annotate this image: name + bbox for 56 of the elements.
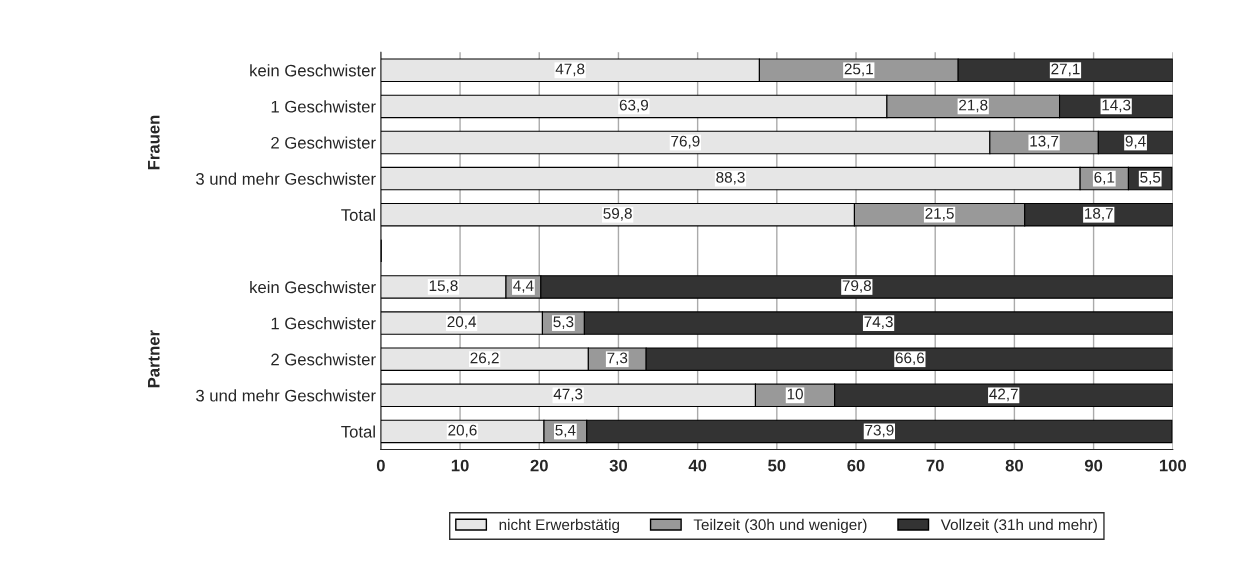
data-label: 10 xyxy=(787,388,803,400)
x-tick-label: 20 xyxy=(530,459,548,472)
y-tick-label: 2 Geschwister xyxy=(271,136,376,149)
y-tick-label: 1 Geschwister xyxy=(271,100,376,113)
text: Partner xyxy=(148,330,160,388)
x-tick-label: 0 xyxy=(376,459,385,472)
data-label: 15,8 xyxy=(429,280,458,293)
data-label: 4,4 xyxy=(513,280,534,293)
data-label: 5,3 xyxy=(553,316,574,329)
data-label: 21,5 xyxy=(925,208,954,221)
data-label: 73,9 xyxy=(865,424,894,438)
y-tick-label: 3 und mehr Geschwister xyxy=(196,389,376,402)
data-label: 27,1 xyxy=(1051,63,1080,77)
data-label: 66,6 xyxy=(895,352,925,366)
data-label: 5,5 xyxy=(1140,172,1161,185)
data-label: 20,6 xyxy=(448,424,477,438)
data-label: 63,9 xyxy=(619,99,649,113)
y-tick-label: 1 Geschwister xyxy=(271,317,376,330)
y-tick-label: kein Geschwister xyxy=(250,280,376,294)
text: Frauen xyxy=(148,115,160,170)
data-label: 6,1 xyxy=(1094,171,1115,185)
y-tick-label: kein Geschwister xyxy=(250,64,376,77)
y-tick-label: 3 und mehr Geschwister xyxy=(196,172,376,185)
data-label: 47,8 xyxy=(555,63,585,77)
x-tick-label: 10 xyxy=(451,459,469,472)
data-label: 21,8 xyxy=(959,99,988,113)
y-tick-label: Total xyxy=(341,208,375,221)
x-tick-label: 90 xyxy=(1084,459,1103,472)
data-label: 14,3 xyxy=(1102,99,1131,113)
x-tick-label: 100 xyxy=(1159,459,1186,472)
data-label: 42,7 xyxy=(989,388,1018,402)
data-label: 9,4 xyxy=(1125,135,1146,149)
legend-label: nicht Erwerbstätig xyxy=(499,518,620,534)
data-label: 74,3 xyxy=(864,316,893,329)
x-tick-label: 70 xyxy=(926,459,944,472)
data-label: 18,7 xyxy=(1085,208,1113,221)
data-label: 26,2 xyxy=(470,352,499,366)
x-tick-label: 30 xyxy=(609,459,628,472)
data-label: 20,4 xyxy=(447,316,477,329)
data-label: 47,3 xyxy=(553,388,583,402)
data-label: 13,7 xyxy=(1030,135,1059,149)
data-label: 59,8 xyxy=(603,208,632,221)
x-tick-label: 50 xyxy=(768,459,786,472)
data-label: 76,9 xyxy=(671,135,700,149)
x-tick-label: 80 xyxy=(1005,459,1023,472)
data-label: 7,3 xyxy=(607,352,628,366)
data-label: 5,4 xyxy=(555,424,576,438)
x-tick-label: 60 xyxy=(847,459,865,472)
x-tick-label: 40 xyxy=(688,459,707,472)
y-tick-label: 2 Geschwister xyxy=(271,353,376,366)
legend-label: Vollzeit (31h und mehr) xyxy=(940,518,1097,534)
data-label: 88,3 xyxy=(716,171,745,185)
data-label: 79,8 xyxy=(842,280,872,293)
legend-label: Teilzeit (30h und weniger) xyxy=(693,518,867,534)
y-tick-label: Total xyxy=(341,425,375,438)
data-label: 25,1 xyxy=(844,63,873,77)
